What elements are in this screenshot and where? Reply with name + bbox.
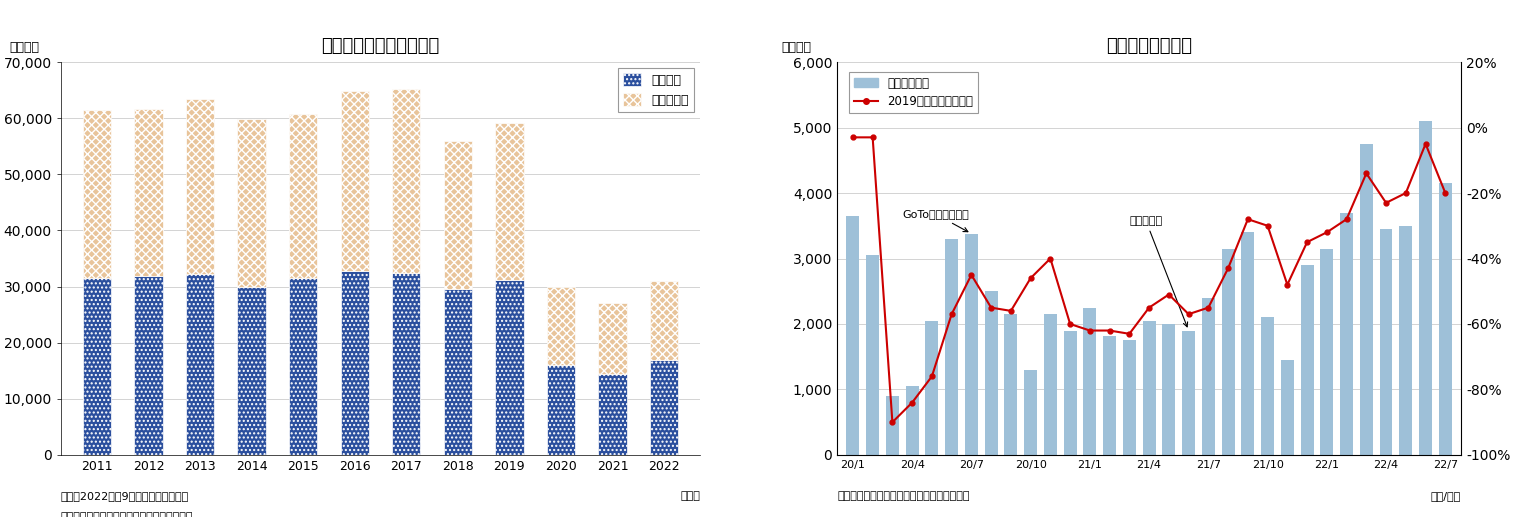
Bar <box>495 280 524 455</box>
Bar <box>237 119 266 286</box>
Bar <box>1123 340 1135 455</box>
Bar <box>945 239 957 455</box>
Bar <box>1084 308 1096 455</box>
Bar <box>546 287 575 365</box>
Text: （万人）: （万人） <box>9 41 40 54</box>
Text: （年）: （年） <box>680 491 700 501</box>
Title: 日本人国内延べ宿泊者数: 日本人国内延べ宿泊者数 <box>321 37 440 55</box>
Bar <box>925 321 938 455</box>
Bar <box>1341 212 1353 455</box>
Bar <box>1143 321 1155 455</box>
Bar <box>443 141 472 290</box>
Bar <box>1419 121 1432 455</box>
Bar <box>1301 265 1313 455</box>
Bar <box>1024 370 1036 455</box>
Text: （資料）観光庁「旅行・観光消費動向調査」: （資料）観光庁「旅行・観光消費動向調査」 <box>837 491 970 501</box>
Title: 延べ国内旅行者数: 延べ国内旅行者数 <box>1106 37 1192 55</box>
Bar <box>598 374 627 455</box>
Text: （万人）: （万人） <box>781 41 811 54</box>
Bar <box>1005 314 1017 455</box>
Bar <box>134 277 163 455</box>
Bar <box>186 99 215 274</box>
Bar <box>1064 330 1076 455</box>
Bar <box>546 365 575 455</box>
Bar <box>393 89 420 272</box>
Bar <box>598 303 627 374</box>
Bar <box>1262 317 1274 455</box>
Bar <box>289 278 318 455</box>
Bar <box>341 271 368 455</box>
Bar <box>650 359 679 455</box>
Bar <box>846 216 860 455</box>
Bar <box>886 396 900 455</box>
Bar <box>289 114 318 278</box>
Bar <box>82 110 111 278</box>
Legend: 宿泊旅行, 日帰り旅行: 宿泊旅行, 日帰り旅行 <box>618 68 694 112</box>
Bar <box>1321 249 1333 455</box>
Text: （出典）観光庁「旅行・観光消費動向調査」: （出典）観光庁「旅行・観光消費動向調査」 <box>61 512 193 517</box>
Bar <box>866 255 880 455</box>
Legend: 国内旅行者数, 2019年比（右目盛り）: 国内旅行者数, 2019年比（右目盛り） <box>849 72 977 113</box>
Bar <box>985 291 997 455</box>
Text: 県民割開始: 県民割開始 <box>1129 216 1187 327</box>
Bar <box>393 272 420 455</box>
Bar <box>134 109 163 277</box>
Bar <box>1242 232 1254 455</box>
Bar <box>186 274 215 455</box>
Bar <box>650 281 679 359</box>
Text: （年/月）: （年/月） <box>1431 491 1461 501</box>
Bar <box>1183 330 1195 455</box>
Bar <box>1103 336 1116 455</box>
Bar <box>1222 249 1234 455</box>
Bar <box>1438 183 1452 455</box>
Bar <box>237 286 266 455</box>
Bar <box>443 290 472 455</box>
Bar <box>906 386 919 455</box>
Text: GoToトラベル開始: GoToトラベル開始 <box>903 209 970 232</box>
Bar <box>495 123 524 280</box>
Bar <box>1282 360 1294 455</box>
Bar <box>1361 144 1373 455</box>
Text: （注）2022年は9月までの数値を合計: （注）2022年は9月までの数値を合計 <box>61 491 189 501</box>
Bar <box>1044 314 1056 455</box>
Bar <box>341 91 368 271</box>
Bar <box>1379 229 1393 455</box>
Bar <box>82 278 111 455</box>
Bar <box>965 234 977 455</box>
Bar <box>1399 226 1412 455</box>
Bar <box>1163 324 1175 455</box>
Bar <box>1202 298 1215 455</box>
